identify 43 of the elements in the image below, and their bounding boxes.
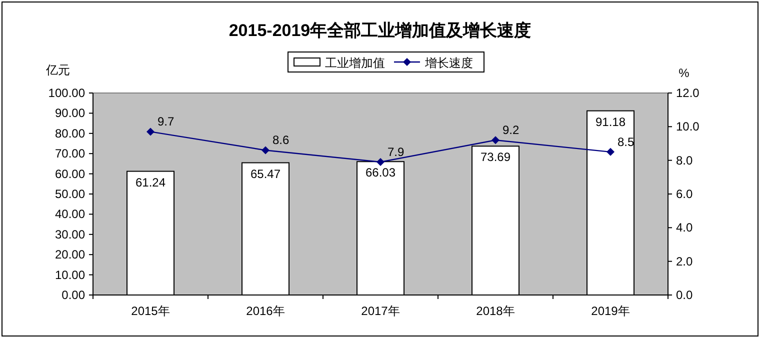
y-tick-label: 0.00 (62, 288, 86, 302)
y-tick-label: 90.00 (54, 106, 86, 120)
legend-label: 增长速度 (424, 56, 473, 70)
point (146, 128, 154, 136)
data-label: 8.6 (272, 133, 290, 148)
y2-tick-label: 12.0 (676, 86, 700, 100)
point (606, 148, 614, 156)
y2-tick-label: 8.0 (676, 153, 694, 168)
y2-tick-label: 6.0 (676, 187, 694, 201)
x-tick-label: 2017年 (361, 304, 400, 318)
data-label: 61.24 (135, 175, 166, 190)
y-tick-label: 50.00 (54, 187, 86, 201)
y-tick-label: 60.00 (54, 166, 86, 181)
data-label: 73.69 (480, 150, 511, 164)
data-label: 91.18 (595, 114, 626, 129)
x-tick-label: 2018年 (476, 304, 515, 318)
y-tick-label: 30.00 (54, 227, 86, 242)
point (492, 136, 500, 144)
point (376, 158, 384, 166)
x-tick-label: 2016年 (246, 304, 285, 318)
y-tick-label: 10.00 (54, 268, 86, 282)
data-label: 9.7 (158, 114, 175, 129)
y-tick-label: 80.00 (54, 126, 86, 140)
data-label: 8.5 (618, 134, 635, 149)
y-axis-title: 亿元 (45, 63, 70, 77)
y2-axis-title: % (678, 66, 690, 80)
y2-tick-label: 10.0 (676, 120, 700, 134)
y2-tick-label: 0.0 (676, 288, 694, 302)
y-tick-label: 100.00 (48, 86, 86, 100)
x-tick-label: 2019年 (591, 304, 630, 318)
legend-label: 工业增加值 (325, 56, 385, 70)
point (262, 146, 270, 154)
data-label: 66.03 (365, 166, 396, 180)
data-label: 65.47 (250, 166, 281, 181)
data-label: 7.9 (388, 145, 405, 160)
y-tick-label: 20.00 (54, 248, 86, 262)
y2-tick-label: 2.0 (676, 254, 694, 268)
y-tick-label: 70.00 (54, 146, 86, 161)
y2-tick-label: 4.0 (676, 220, 694, 235)
chart-title: 2015-2019年全部工业增加值及增长速度 (228, 21, 532, 40)
data-label: 9.2 (502, 123, 520, 138)
y-tick-label: 40.00 (54, 207, 86, 222)
x-tick-label: 2015年 (131, 304, 170, 318)
